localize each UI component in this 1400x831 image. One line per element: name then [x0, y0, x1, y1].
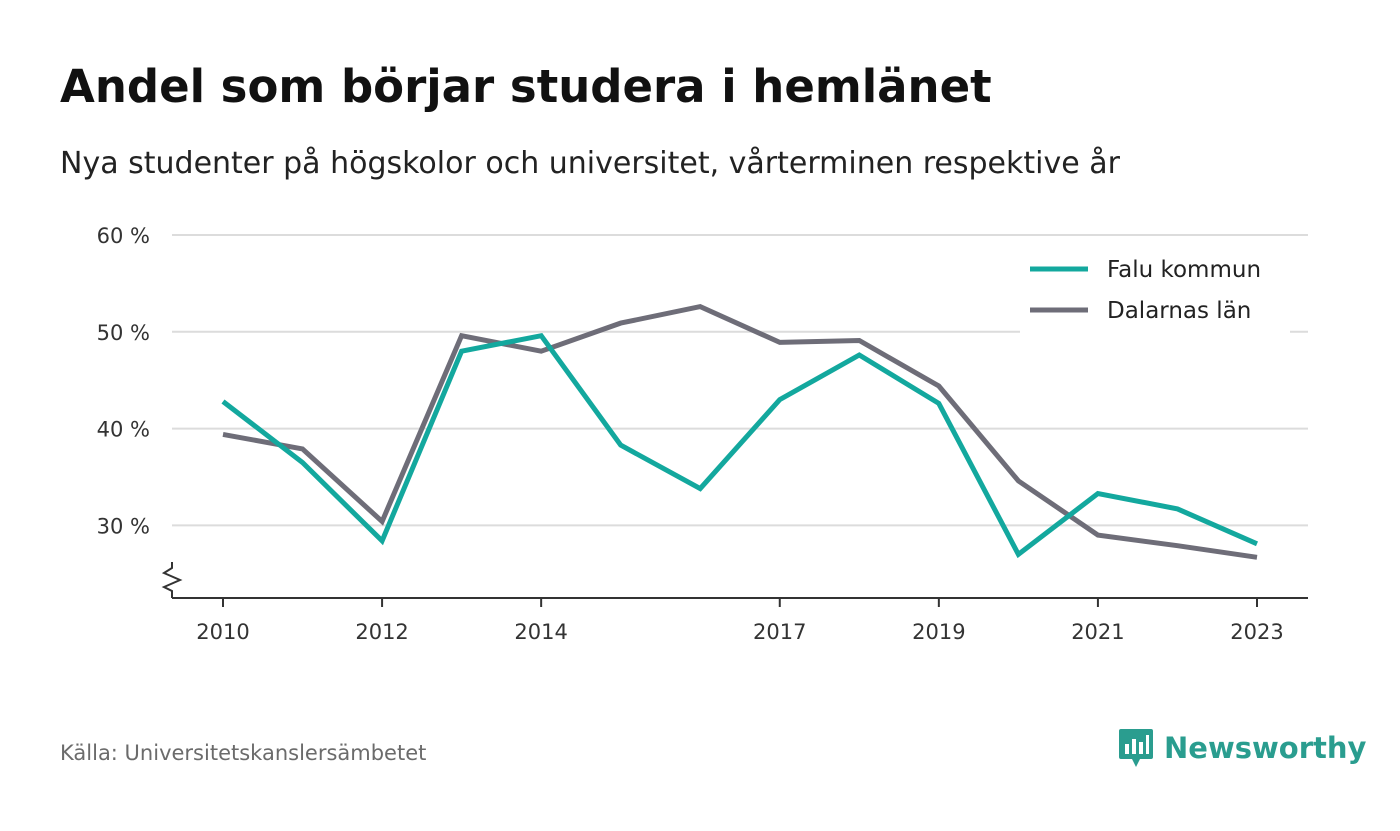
y-axis-ticks: 30 % 40 % 50 % 60 %	[97, 224, 150, 538]
series-line	[222, 303, 1258, 560]
y-tick-label: 60 %	[97, 224, 150, 248]
legend: Falu kommun Dalarnas län	[1020, 248, 1290, 333]
x-tick-label: 2012	[355, 620, 408, 644]
x-tick-label: 2014	[514, 620, 567, 644]
newsworthy-bar-chart-icon	[1119, 729, 1153, 767]
brand-logo: Newsworthy	[1118, 727, 1366, 769]
x-tick-label: 2010	[196, 620, 249, 644]
source-note: Källa: Universitetskanslersämbetet	[60, 741, 427, 765]
x-tick-label: 2021	[1071, 620, 1124, 644]
axis-break-icon	[161, 562, 183, 598]
series-lines	[221, 303, 1259, 560]
series-line	[221, 332, 1259, 559]
y-tick-label: 30 %	[97, 514, 150, 538]
chart-subtitle: Nya studenter på högskolor och universit…	[60, 146, 1120, 181]
x-axis-ticks: 2010 2012 2014 2017 2019 2021 2023	[196, 598, 1284, 644]
y-tick-label: 50 %	[97, 321, 150, 345]
x-tick-label: 2017	[753, 620, 806, 644]
chart-title: Andel som börjar studera i hemlänet	[60, 60, 992, 113]
brand-name: Newsworthy	[1164, 731, 1367, 765]
y-tick-label: 40 %	[97, 418, 150, 442]
legend-label: Dalarnas län	[1107, 298, 1251, 324]
x-axis	[161, 562, 1308, 599]
x-tick-label: 2019	[912, 620, 965, 644]
x-tick-label: 2023	[1230, 620, 1283, 644]
legend-label: Falu kommun	[1107, 257, 1261, 283]
legend-background	[1020, 248, 1290, 333]
